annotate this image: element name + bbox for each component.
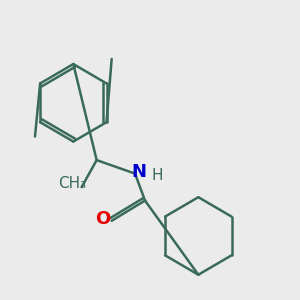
Text: CH₃: CH₃ [58, 176, 86, 190]
Text: H: H [152, 168, 164, 183]
Text: O: O [95, 210, 110, 228]
Text: N: N [131, 163, 146, 181]
